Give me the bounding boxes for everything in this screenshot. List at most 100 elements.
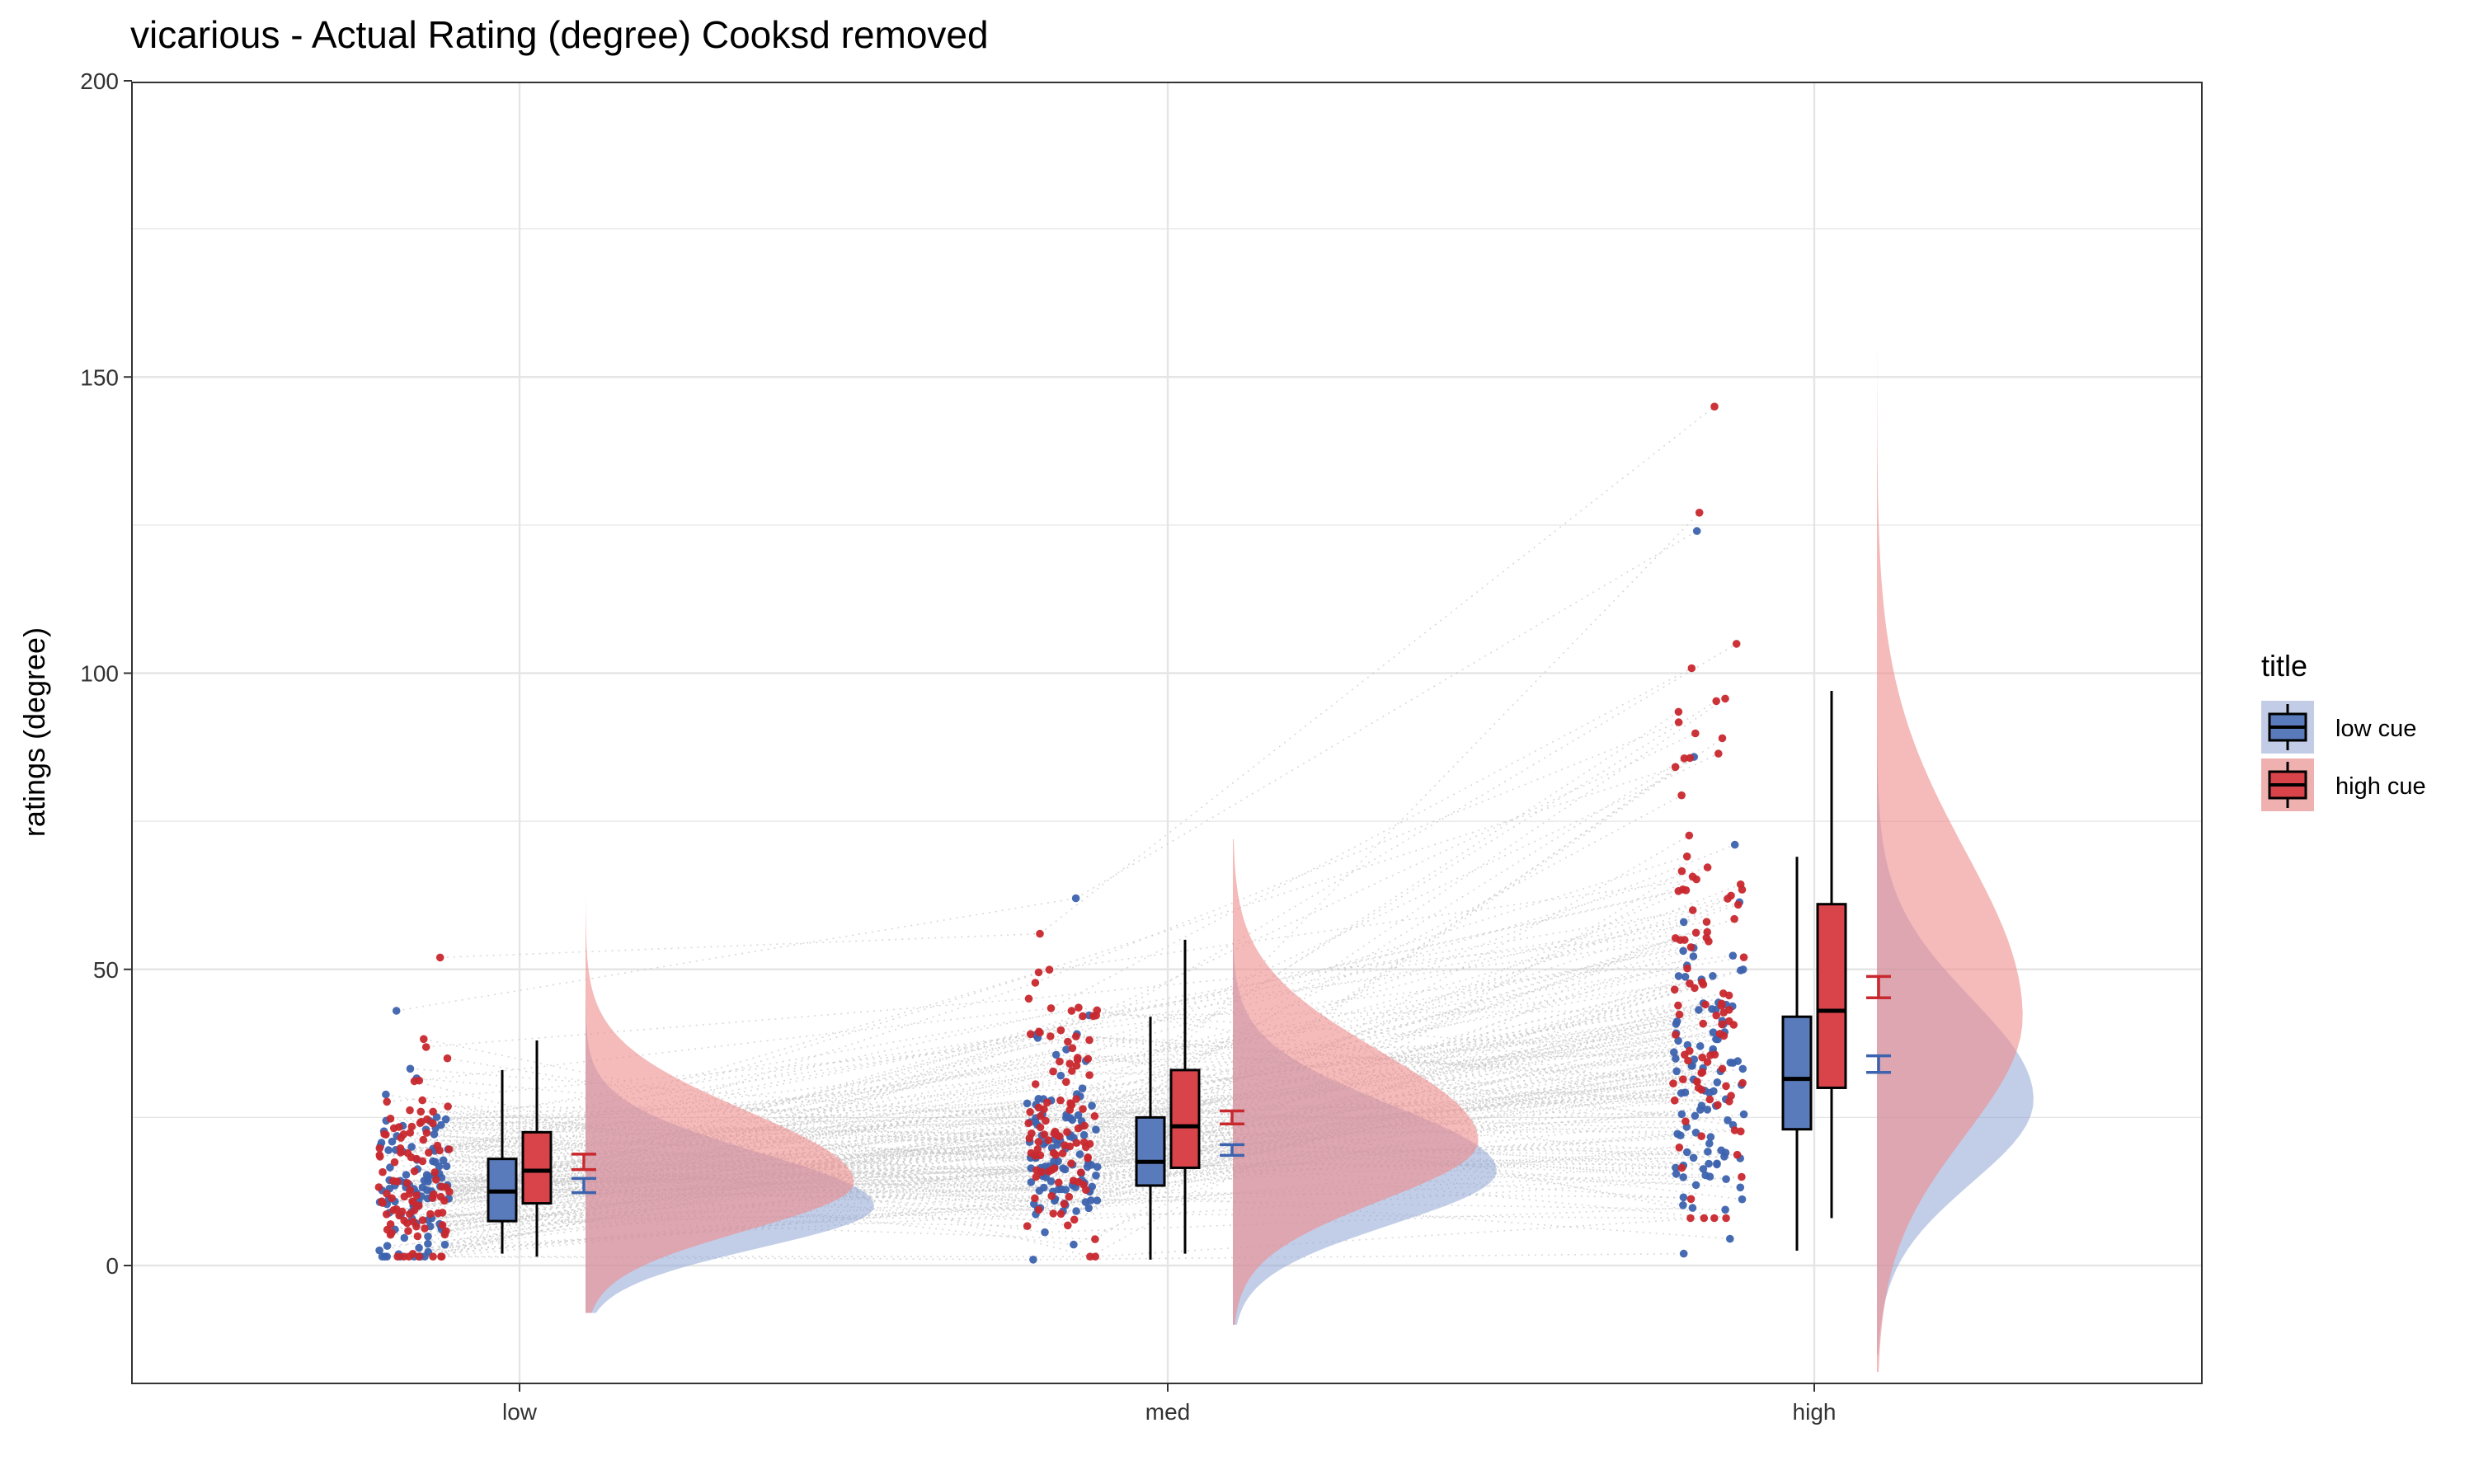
data-point: [1053, 1140, 1061, 1149]
subject-connector-line: [400, 1131, 1067, 1149]
data-point: [415, 1243, 423, 1252]
data-point: [1079, 1130, 1089, 1139]
data-point: [1070, 1215, 1079, 1224]
subject-connector-line: [420, 1186, 1076, 1258]
data-point: [1682, 1148, 1691, 1157]
data-point: [1084, 1054, 1093, 1064]
data-point: [1051, 1050, 1061, 1059]
data-point: [388, 1137, 397, 1146]
data-point: [1686, 1046, 1694, 1055]
data-point: [1713, 1078, 1722, 1087]
data-point: [1082, 1143, 1090, 1152]
data-point: [1068, 1067, 1076, 1075]
data-point: [1717, 1002, 1726, 1010]
subject-connector-line: [1087, 989, 1675, 1158]
data-point: [1080, 1121, 1089, 1130]
chart-title: vicarious - Actual Rating (degree) Cooks…: [130, 13, 989, 56]
data-point: [1088, 1101, 1096, 1110]
data-point: [379, 1167, 387, 1176]
data-point: [1695, 509, 1704, 517]
data-point: [1698, 1053, 1706, 1062]
data-point: [1686, 754, 1695, 763]
data-point: [403, 1148, 412, 1158]
data-point: [1075, 1150, 1084, 1158]
data-point: [1675, 1144, 1684, 1152]
data-point: [386, 1115, 395, 1123]
data-point: [1685, 831, 1694, 840]
data-point: [1721, 694, 1729, 703]
subject-connector-line: [414, 969, 1050, 1172]
data-point: [1724, 895, 1732, 903]
data-point: [386, 1163, 394, 1172]
data-point: [1037, 1112, 1045, 1120]
data-point: [1738, 885, 1747, 894]
subject-connector-line: [1075, 530, 1698, 899]
data-point: [1689, 1153, 1698, 1162]
data-point: [1031, 1117, 1040, 1126]
data-point: [442, 1227, 450, 1236]
data-point: [437, 1252, 445, 1261]
data-point: [1672, 1163, 1680, 1172]
data-point: [1034, 1103, 1043, 1112]
data-point: [1042, 1116, 1050, 1125]
data-point: [430, 1168, 439, 1176]
data-point: [1058, 1149, 1067, 1158]
data-point: [1679, 1173, 1687, 1181]
subject-connector-line: [1070, 1003, 1722, 1104]
data-point: [1736, 1183, 1745, 1192]
data-point: [1691, 1111, 1700, 1120]
data-point: [1051, 1151, 1060, 1159]
data-point: [1699, 1165, 1708, 1173]
data-point: [1047, 1032, 1055, 1040]
subject-connector-line: [409, 1213, 1028, 1227]
data-point: [1701, 1000, 1710, 1009]
data-point: [379, 1199, 387, 1207]
data-point: [1047, 1191, 1056, 1200]
data-point: [1086, 1252, 1094, 1261]
data-point: [438, 1209, 447, 1217]
data-point: [429, 1252, 437, 1261]
data-point: [1075, 1003, 1083, 1012]
data-point: [1699, 1019, 1707, 1028]
data-point: [403, 1179, 412, 1187]
density-cloud: [1233, 838, 1479, 1325]
x-tick-label: high: [1793, 1399, 1837, 1425]
subject-connector-line: [1072, 1040, 1679, 1121]
data-point: [1085, 1071, 1094, 1079]
subject-connector-line: [1035, 955, 1733, 1036]
subject-connector-line: [419, 1214, 1037, 1249]
data-point: [430, 1130, 439, 1139]
subject-connector-line: [1036, 1059, 1695, 1159]
data-point: [429, 1107, 437, 1116]
data-point: [418, 1157, 427, 1166]
data-point: [382, 1090, 390, 1099]
data-point: [1686, 1195, 1696, 1204]
box-iqr: [521, 1130, 553, 1205]
data-point: [1056, 1026, 1065, 1035]
data-point: [1709, 972, 1717, 980]
data-point: [1683, 964, 1691, 973]
data-point: [386, 1220, 395, 1228]
data-point: [374, 1183, 383, 1191]
data-point: [1686, 1214, 1695, 1223]
data-point: [436, 1192, 445, 1201]
data-point: [1705, 1095, 1714, 1104]
data-point: [424, 1233, 432, 1241]
data-point: [388, 1194, 396, 1203]
subject-connector-line: [1095, 1217, 1705, 1258]
data-point: [1713, 1160, 1721, 1169]
data-point: [388, 1176, 397, 1186]
subject-connector-line: [1081, 1125, 1741, 1159]
density-clouds: [586, 258, 2034, 1373]
data-point: [1738, 1172, 1746, 1181]
data-point: [1681, 973, 1690, 981]
data-point: [1074, 1111, 1083, 1120]
subject-connector-line: [1057, 1082, 1674, 1137]
data-point: [407, 1122, 416, 1131]
data-point: [1672, 1054, 1680, 1063]
data-point: [1722, 1082, 1730, 1091]
subject-connector-line: [1089, 921, 1684, 1017]
data-point: [1092, 1011, 1100, 1020]
data-point: [1705, 1139, 1714, 1148]
data-point: [1070, 1240, 1078, 1249]
